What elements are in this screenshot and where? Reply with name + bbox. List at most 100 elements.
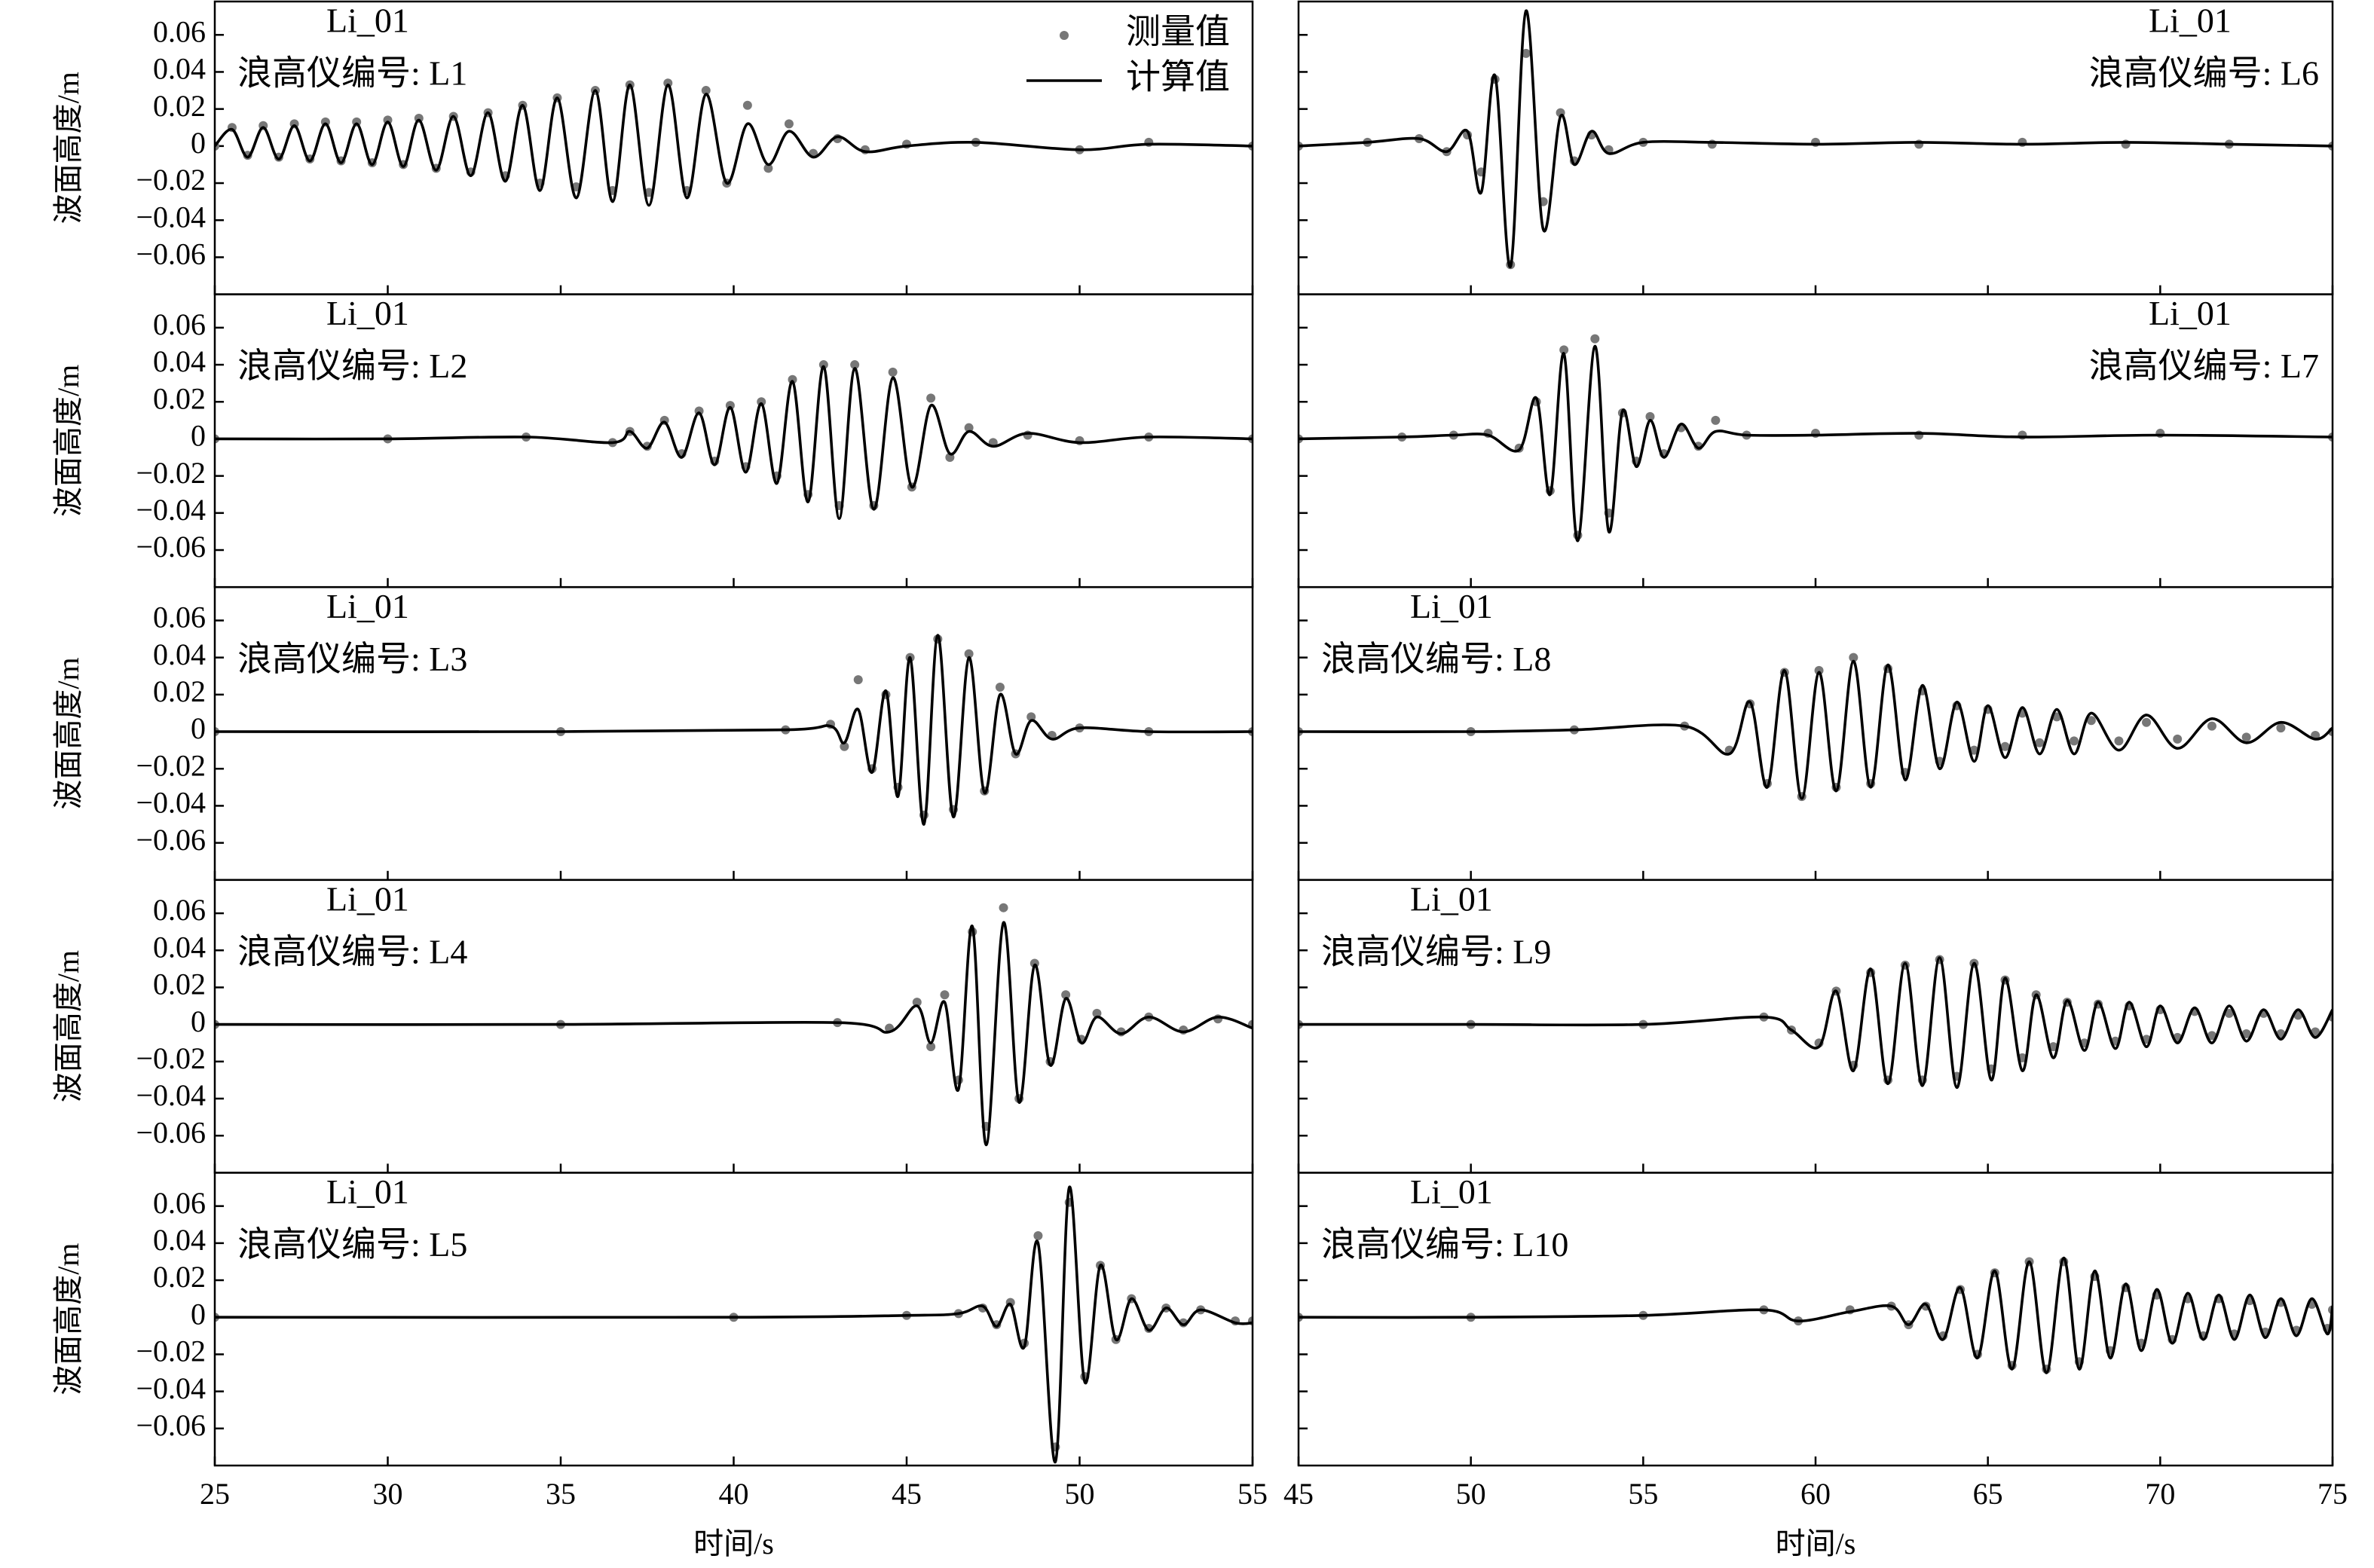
y-tick-label: 0 — [191, 126, 206, 160]
measured-point — [940, 990, 950, 1000]
y-tick-label: 0 — [191, 1004, 206, 1038]
measured-point — [1814, 665, 1824, 675]
y-axis-label: 波面高度/m — [51, 1243, 85, 1395]
measured-point — [763, 164, 773, 173]
plot-area — [1299, 653, 2333, 802]
y-tick-label: 0.06 — [153, 307, 206, 341]
measured-point — [2276, 723, 2286, 733]
computed-line — [215, 1185, 1253, 1463]
y-tick-label: 0.06 — [153, 893, 206, 927]
computed-line — [1299, 659, 2333, 800]
measured-point — [2207, 1031, 2216, 1041]
y-tick-label: 0.02 — [153, 89, 206, 123]
computed-line — [1299, 344, 2333, 543]
y-axis-label: 波面高度/m — [51, 72, 85, 224]
measured-point — [999, 903, 1008, 912]
computed-line — [1299, 1256, 2333, 1374]
x-tick-label: 65 — [1973, 1477, 2003, 1511]
y-tick-label: 0.06 — [153, 1186, 206, 1220]
x-tick-label: 55 — [1237, 1477, 1268, 1511]
y-tick-label: 0.04 — [153, 52, 206, 86]
plot-area — [1299, 955, 2333, 1090]
y-tick-label: 0.04 — [153, 1223, 206, 1257]
y-axis-label: 波面高度/m — [51, 365, 85, 517]
x-tick-label: 55 — [1628, 1477, 1658, 1511]
measured-point — [2086, 716, 2096, 726]
measured-point — [1559, 345, 1569, 355]
x-tick-label: 60 — [1800, 1477, 1831, 1511]
plot-area — [1299, 9, 2333, 270]
measured-point — [701, 86, 711, 96]
measured-point — [2070, 736, 2079, 746]
computed-line — [215, 634, 1253, 826]
x-tick-label: 45 — [1283, 1477, 1314, 1511]
panel-annotation: Li_01 — [1410, 879, 1493, 918]
plot-area — [1299, 1256, 2333, 1374]
y-tick-label: −0.06 — [136, 530, 206, 564]
measured-point — [2224, 1008, 2234, 1018]
panel-annotation: Li_01 — [1410, 587, 1493, 625]
y-tick-label: 0 — [191, 711, 206, 745]
plot-area — [215, 903, 1253, 1147]
measured-point — [926, 1042, 936, 1052]
y-tick-label: −0.02 — [136, 163, 206, 197]
plot-area — [215, 360, 1253, 521]
measured-point — [850, 360, 860, 370]
panel-annotation: Li_01 — [326, 879, 409, 918]
measured-point — [1061, 990, 1071, 1000]
x-tick-label: 40 — [719, 1477, 749, 1511]
legend-label: 测量值 — [1126, 13, 1230, 51]
x-tick-label: 75 — [2317, 1477, 2348, 1511]
y-tick-label: −0.02 — [136, 1334, 206, 1368]
x-axis-label: 时间/s — [1776, 1527, 1856, 1560]
measured-point — [995, 683, 1005, 692]
measured-point — [1645, 411, 1655, 421]
panel-annotation: 浪高仪编号: L7 — [2089, 347, 2319, 385]
measured-point — [1026, 712, 1036, 722]
panel-annotation: Li_01 — [326, 587, 409, 625]
y-tick-label: 0.02 — [153, 674, 206, 708]
panel-annotation: 浪高仪编号: L1 — [237, 54, 467, 93]
panel-annotation: 浪高仪编号: L3 — [237, 640, 467, 678]
y-tick-label: −0.02 — [136, 748, 206, 782]
y-tick-label: 0.04 — [153, 930, 206, 964]
y-tick-label: 0.06 — [153, 14, 206, 48]
y-tick-label: 0.02 — [153, 1260, 206, 1294]
measured-point — [784, 119, 794, 129]
x-tick-label: 70 — [2145, 1477, 2175, 1511]
measured-point — [1092, 1008, 1102, 1018]
x-tick-label: 50 — [1065, 1477, 1095, 1511]
y-tick-label: −0.04 — [136, 200, 206, 234]
measured-point — [1521, 48, 1531, 58]
y-tick-label: −0.02 — [136, 1041, 206, 1075]
y-axis-label: 波面高度/m — [51, 950, 85, 1102]
x-tick-label: 45 — [892, 1477, 922, 1511]
measured-point — [926, 393, 936, 403]
measured-point — [1969, 745, 1979, 755]
measured-point — [912, 998, 922, 1007]
measured-point — [1849, 653, 1859, 662]
x-tick-label: 30 — [373, 1477, 403, 1511]
measured-point — [2142, 717, 2152, 727]
panel-annotation: Li_01 — [326, 2, 409, 40]
y-tick-label: −0.04 — [136, 1078, 206, 1112]
measured-point — [818, 360, 828, 370]
computed-line — [215, 365, 1253, 521]
y-tick-label: 0.06 — [153, 601, 206, 634]
measured-point — [2114, 736, 2124, 746]
plot-area — [215, 78, 1253, 207]
y-tick-label: 0.02 — [153, 967, 206, 1001]
computed-line — [1299, 956, 2333, 1090]
y-tick-label: −0.02 — [136, 456, 206, 490]
measured-point — [2241, 1029, 2251, 1038]
y-tick-label: 0.04 — [153, 637, 206, 671]
y-tick-label: 0.04 — [153, 344, 206, 378]
computed-line — [215, 921, 1253, 1147]
y-tick-label: −0.06 — [136, 1115, 206, 1149]
x-tick-label: 50 — [1456, 1477, 1486, 1511]
y-tick-label: 0 — [191, 1297, 206, 1331]
measured-point — [964, 423, 974, 432]
